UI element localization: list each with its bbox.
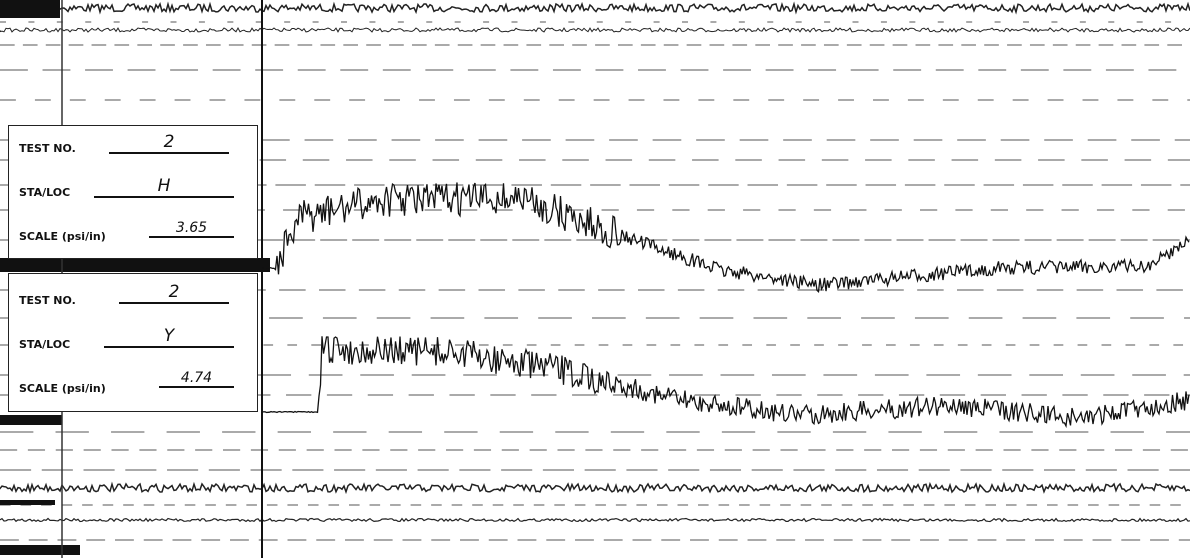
value: Y bbox=[104, 326, 234, 348]
pressure-trace bbox=[261, 336, 1190, 429]
label: TEST NO. bbox=[19, 142, 76, 155]
value: 3.65 bbox=[149, 220, 234, 238]
edge-bar bbox=[0, 545, 80, 555]
label: STA/LOC bbox=[19, 338, 71, 351]
label-panel: TEST NO. 2 STA/LOC H SCALE (psi/in) 3.65 bbox=[8, 125, 258, 259]
edge-bar bbox=[0, 415, 62, 425]
edge-bar bbox=[0, 500, 55, 505]
timing-trace bbox=[0, 481, 1190, 495]
timing-trace bbox=[0, 517, 1190, 523]
label: SCALE (psi/in) bbox=[19, 382, 106, 395]
value: 2 bbox=[109, 132, 229, 154]
label: SCALE (psi/in) bbox=[19, 230, 106, 243]
edge-bar bbox=[0, 0, 60, 18]
timing-trace bbox=[0, 26, 1190, 33]
pressure-trace bbox=[261, 182, 1190, 294]
label-panel: TEST NO. 2 STA/LOC Y SCALE (psi/in) 4.74 bbox=[8, 273, 258, 412]
label: STA/LOC bbox=[19, 186, 71, 199]
label: TEST NO. bbox=[19, 294, 76, 307]
panel-band bbox=[0, 258, 270, 272]
value: 4.74 bbox=[159, 370, 234, 388]
value: H bbox=[94, 176, 234, 198]
value: 2 bbox=[119, 282, 229, 304]
timing-trace bbox=[0, 1, 1190, 15]
